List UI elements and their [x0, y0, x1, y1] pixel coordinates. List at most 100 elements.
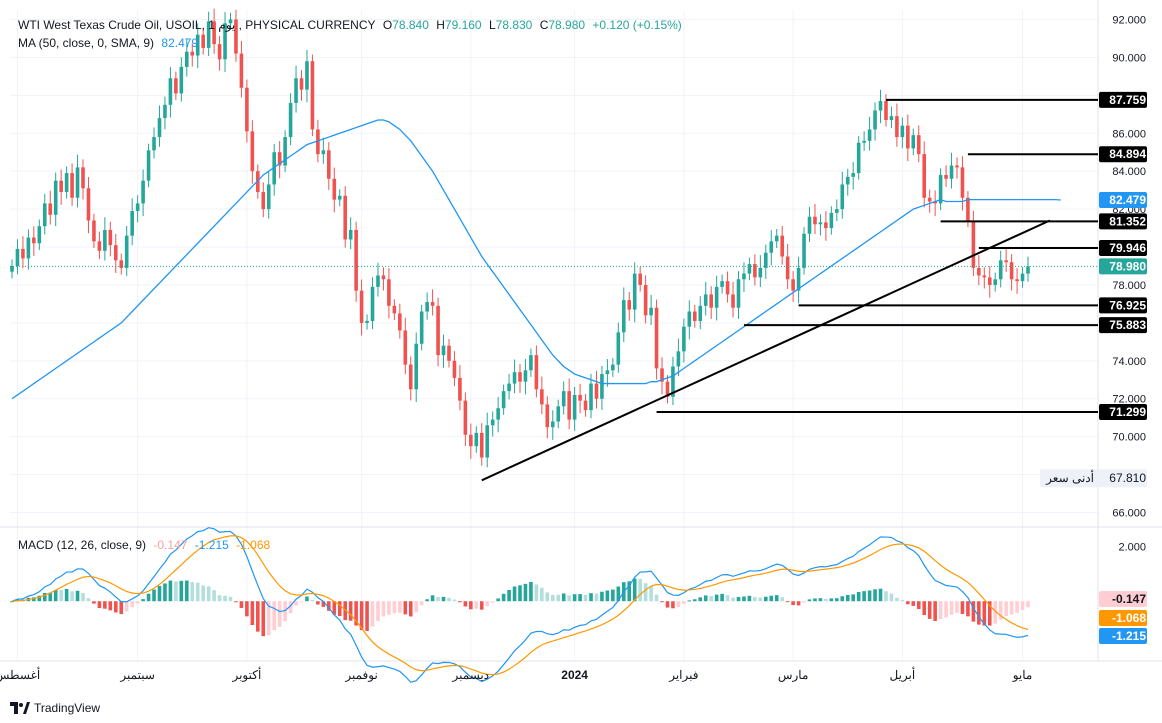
macd-histogram-bar: [611, 589, 615, 602]
candle-body: [277, 152, 282, 166]
macd-histogram-bar: [747, 595, 752, 602]
macd-histogram-bar: [982, 601, 987, 626]
macd-line: [11, 527, 1029, 683]
macd-histogram-bar: [692, 599, 697, 602]
candle-body: [977, 267, 981, 276]
candle-body: [987, 277, 992, 285]
candle-body: [927, 197, 932, 202]
candle-body: [791, 279, 795, 291]
tradingview-logo[interactable]: TradingView: [10, 701, 100, 715]
macd-histogram-bar: [327, 601, 331, 611]
macd-line-value: -1.215: [194, 538, 229, 552]
macd-histogram-bar: [545, 592, 550, 602]
macd-histogram-bar: [987, 601, 992, 626]
ma-tag-bg: [1099, 192, 1147, 209]
candle-body: [960, 167, 965, 198]
trendline: [481, 219, 1051, 482]
candle-body: [835, 209, 839, 213]
macd-histogram-bar: [944, 601, 948, 618]
macd-histogram-bar: [261, 601, 266, 637]
current-price-tag-bg: [1099, 258, 1147, 275]
macd-histogram-bar: [638, 578, 642, 602]
macd-histogram-bar: [299, 601, 304, 603]
macd-signal-tag-label: -1.068: [1112, 611, 1146, 625]
candle-body: [922, 154, 927, 198]
macd-histogram-bar: [365, 601, 369, 632]
macd-label: MACD (12, 26, close, 9): [18, 538, 147, 552]
candle-body: [534, 355, 539, 390]
candle-body: [807, 216, 812, 234]
candle-body: [206, 21, 211, 48]
macd-histogram-bar: [813, 598, 817, 602]
level-tag-label: 71.299: [1109, 405, 1146, 419]
macd-histogram-bar: [485, 601, 490, 607]
macd-histogram-bar: [878, 588, 883, 602]
candle-body: [239, 53, 244, 88]
macd-histogram-bar: [354, 601, 358, 626]
candle-body: [911, 135, 916, 149]
candle-body: [354, 229, 358, 291]
macd-histogram-bar: [529, 581, 533, 602]
macd-histogram-bar: [589, 593, 593, 602]
candle-body: [398, 313, 402, 331]
macd-histogram-bar: [829, 598, 834, 602]
x-tick-label: أبريل: [889, 667, 915, 682]
candle-body: [594, 383, 599, 399]
macd-histogram-bar: [845, 594, 850, 602]
candle-body: [993, 279, 998, 285]
candle-body: [764, 252, 768, 268]
macd-histogram-bar: [201, 585, 205, 602]
macd-histogram-bar: [425, 599, 429, 602]
macd-histogram-bar: [474, 601, 479, 609]
candle-body: [256, 171, 260, 193]
candle-body: [856, 142, 861, 174]
macd-histogram-bar: [780, 597, 784, 602]
macd-histogram-bar: [971, 601, 976, 622]
x-tick-label: مارس: [778, 668, 809, 682]
macd-histogram-bar: [392, 601, 397, 614]
macd-histogram-bar: [895, 597, 899, 602]
macd-histogram-bar: [840, 596, 845, 602]
candle-body: [195, 34, 200, 56]
macd-histogram-bar: [507, 589, 511, 602]
candle-body: [518, 372, 522, 382]
candle-body: [501, 391, 506, 409]
macd-histogram-bar: [884, 591, 888, 602]
candle-body: [616, 332, 621, 365]
candle-body: [419, 311, 424, 344]
candle-body: [840, 184, 845, 210]
x-tick-label: مايو: [1012, 668, 1033, 682]
candle-body: [512, 372, 517, 384]
candle-body: [867, 129, 872, 141]
macd-histogram-bar: [933, 601, 937, 621]
macd-histogram-bar: [993, 601, 998, 624]
macd-histogram-bar: [130, 601, 134, 608]
macd-histogram-bar: [10, 601, 14, 603]
ma-line: [11, 119, 1061, 400]
candle-body: [736, 279, 741, 308]
candle-body: [665, 381, 670, 397]
candle-body: [146, 150, 151, 181]
macd-histogram-bar: [578, 594, 582, 602]
macd-y-tick-label: 2.000: [1118, 541, 1146, 553]
candle-body: [305, 61, 309, 90]
macd-histogram-bar: [348, 601, 353, 621]
macd-histogram-bar: [250, 601, 255, 626]
candle-body: [343, 195, 348, 240]
macd-histogram-bar: [430, 595, 435, 602]
macd-line-tag-label: -1.215: [1112, 629, 1146, 643]
candle-body: [780, 235, 784, 257]
macd-histogram-bar: [217, 595, 222, 602]
macd-histogram-bar: [922, 601, 927, 616]
macd-histogram-bar: [567, 595, 571, 602]
x-tick-label: 2024: [561, 668, 588, 682]
macd-histogram-bar: [818, 598, 823, 602]
ma-tag-label: 82.479: [1109, 193, 1146, 207]
macd-histogram-bar: [627, 581, 632, 602]
candle-body: [578, 394, 582, 401]
macd-histogram-bar: [48, 592, 53, 602]
macd-histogram-bar: [1015, 601, 1019, 613]
macd-histogram-bar: [272, 601, 276, 631]
candle-body: [327, 150, 331, 179]
